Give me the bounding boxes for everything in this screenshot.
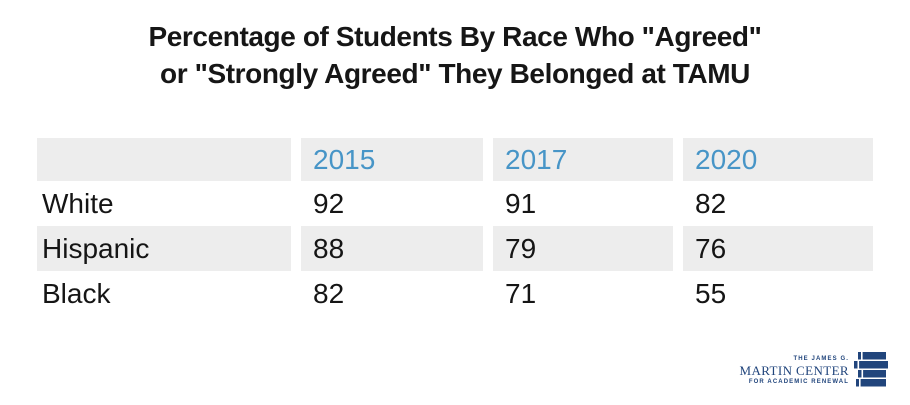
- martin-center-logo: THE JAMES G. MARTIN CENTER FOR ACADEMIC …: [740, 352, 888, 388]
- logo-line-the-james-g: THE JAMES G.: [793, 355, 849, 362]
- table-header-2020: 2020: [673, 138, 873, 181]
- row-white-2015: 92: [291, 181, 483, 226]
- row-black-2020: 55: [673, 271, 873, 316]
- row-hispanic-2015: 88: [291, 226, 483, 271]
- logo-line-martin-center: MARTIN CENTER: [739, 362, 849, 378]
- chart-title-line-2: or "Strongly Agreed" They Belonged at TA…: [159, 58, 750, 89]
- row-hispanic-2017: 79: [483, 226, 673, 271]
- table-header-2017: 2017: [483, 138, 673, 181]
- chart-title: Percentage of Students By Race Who "Agre…: [0, 18, 910, 92]
- row-white-label: White: [42, 187, 114, 219]
- martin-center-logo-text: THE JAMES G. MARTIN CENTER FOR ACADEMIC …: [740, 356, 850, 385]
- row-black-2015: 82: [291, 271, 483, 316]
- row-hispanic-2020: 76: [673, 226, 873, 271]
- row-hispanic-label: Hispanic: [37, 226, 291, 271]
- row-white-2017: 91: [483, 181, 673, 226]
- logo-line-for-academic-renewal: FOR ACADEMIC RENEWAL: [748, 378, 849, 385]
- table-header-2015: 2015: [291, 138, 483, 181]
- row-white-2020: 82: [673, 181, 873, 226]
- table-header-empty: [37, 138, 291, 181]
- row-black-label: Black: [42, 277, 111, 309]
- chart-title-line-1: Percentage of Students By Race Who "Agre…: [148, 21, 762, 52]
- belonging-table: 2015 2017 2020 White 92 91 82 Hispanic 8…: [37, 138, 873, 316]
- row-black-2017: 71: [483, 271, 673, 316]
- stacked-books-icon: [854, 352, 888, 387]
